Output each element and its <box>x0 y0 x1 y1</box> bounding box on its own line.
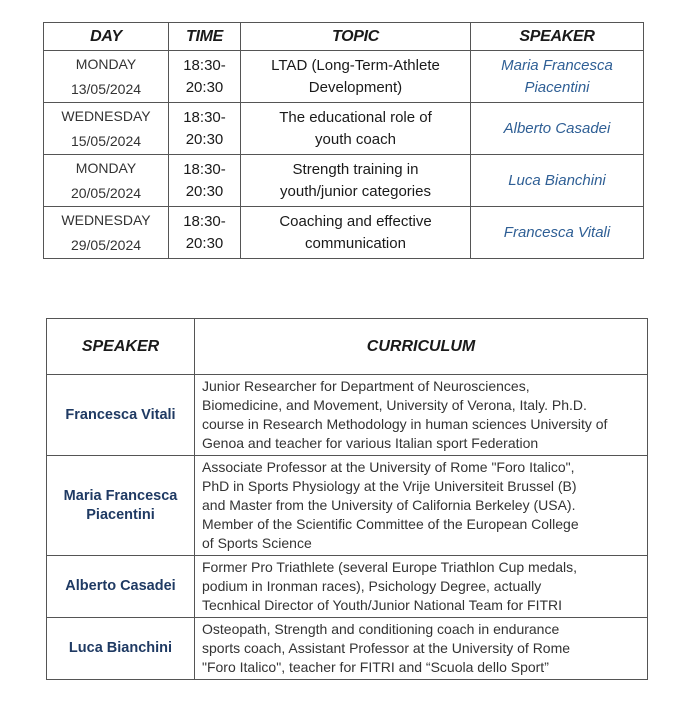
weekday: MONDAY <box>75 159 137 176</box>
time-cell-line: 18:30- <box>183 212 226 230</box>
speaker-name-cell: Maria Francesca Piacentini <box>46 455 195 556</box>
topic-cell-line: youth/junior categories <box>280 182 431 200</box>
curriculum-text-cell-line: Member of the Scientific Committee of th… <box>202 516 579 532</box>
date: 29/05/2024 <box>70 236 142 253</box>
speaker-name-cell: Luca Bianchini <box>46 617 195 680</box>
topic-cell: Strength training in youth/junior categor… <box>240 154 471 207</box>
speaker-name-cell: Francesca Vitali <box>46 374 195 456</box>
time-cell-line: 20:30 <box>185 234 224 252</box>
header-time: TIME <box>168 22 241 51</box>
header-speaker: SPEAKER <box>46 318 195 375</box>
speaker-name-cell-line: Alberto Casadei <box>65 578 176 594</box>
curriculum-text-cell-line: Genoa and teacher for various Italian sp… <box>202 435 539 451</box>
schedule-table: DAY TIME TOPIC SPEAKER MONDAY 13/05/2024 1… <box>43 22 644 259</box>
weekday: MONDAY <box>75 55 137 72</box>
time-cell: 18:30- 20:30 <box>168 50 241 103</box>
topic-cell: Coaching and effective communication <box>240 206 471 259</box>
topic-cell: LTAD (Long-Term-Athlete Development) <box>240 50 471 103</box>
speaker-name-cell-line: Francesca Vitali <box>65 406 176 423</box>
time-cell-line: 18:30- <box>183 56 226 74</box>
speaker-cell-line: Piacentini <box>524 78 590 96</box>
weekday: WEDNESDAY <box>61 107 151 124</box>
day-cell: MONDAY 13/05/2024 <box>43 50 169 103</box>
curriculum-text-cell-line: and Master from the University of Califo… <box>202 497 576 513</box>
topic-cell-line: communication <box>305 234 406 252</box>
curriculum-text-cell: Former Pro Triathlete (several Europe Tr… <box>194 555 648 618</box>
weekday: WEDNESDAY <box>61 211 151 228</box>
header-curriculum: CURRICULUM <box>194 318 648 375</box>
curriculum-text-cell-line: of Sports Science <box>202 535 312 551</box>
curriculum-text-cell-line: "Foro Italico", teacher for FITRI and “S… <box>202 659 549 675</box>
curriculum-text-cell-line: Former Pro Triathlete (several Europe Tr… <box>202 559 578 575</box>
day-cell: MONDAY 20/05/2024 <box>43 154 169 207</box>
curriculum-table: SPEAKER CURRICULUM Francesca Vitali Junio… <box>46 318 648 680</box>
curriculum-text-cell: Junior Researcher for Department of Neur… <box>194 374 648 456</box>
day-cell: WEDNESDAY 29/05/2024 <box>43 206 169 259</box>
curriculum-text-cell-line: course in Research Methodology in human … <box>202 416 608 432</box>
speaker-cell: Alberto Casadei <box>470 102 644 155</box>
speaker-cell-line: Alberto Casadei <box>503 119 611 137</box>
speaker-cell-line: Francesca Vitali <box>503 223 611 241</box>
curriculum-text-cell-line: PhD in Sports Physiology at the Vrije Un… <box>202 478 577 494</box>
curriculum-text-cell-line: Osteopath, Strength and conditioning coa… <box>202 621 560 637</box>
curriculum-text-cell-line: podium in Ironman races), Psichology Deg… <box>202 578 542 594</box>
curriculum-text-cell-line: Associate Professor at the University of… <box>202 459 575 475</box>
curriculum-row: Francesca Vitali Junior Researcher for De… <box>46 374 648 456</box>
speaker-name-cell-line: Maria Francesca <box>63 487 178 504</box>
topic-cell: The educational role of youth coach <box>240 102 471 155</box>
curriculum-row: Luca Bianchini Osteopath, Strength and co… <box>46 617 648 680</box>
topic-cell-line: The educational role of <box>279 108 432 126</box>
date: 15/05/2024 <box>70 132 142 149</box>
schedule-row: MONDAY 20/05/2024 18:30- 20:30 Strength trai… <box>43 154 644 207</box>
schedule-row: WEDNESDAY 29/05/2024 18:30- 20:30 Coaching a… <box>43 206 644 259</box>
topic-cell-line: Coaching and effective <box>279 212 432 230</box>
time-cell-line: 20:30 <box>185 182 224 200</box>
speaker-cell-line: Luca Bianchini <box>508 171 606 189</box>
speaker-cell-line: Maria Francesca <box>501 56 613 74</box>
curriculum-text-cell: Associate Professor at the University of… <box>194 455 648 556</box>
curriculum-text-cell: Osteopath, Strength and conditioning coa… <box>194 617 648 680</box>
header-day: DAY <box>43 22 169 51</box>
header-topic: TOPIC <box>240 22 471 51</box>
time-cell-line: 18:30- <box>183 160 226 178</box>
time-cell-line: 20:30 <box>185 130 224 148</box>
curriculum-text-cell-line: Junior Researcher for Department of Neur… <box>202 378 530 394</box>
speaker-name-cell-line: Luca Bianchini <box>68 640 173 656</box>
date: 20/05/2024 <box>70 184 142 201</box>
topic-cell-line: LTAD (Long-Term-Athlete <box>271 56 440 74</box>
speaker-cell: Luca Bianchini <box>470 154 644 207</box>
date: 13/05/2024 <box>70 80 142 97</box>
schedule-row: MONDAY 13/05/2024 18:30- 20:30 LTAD (Long-Te… <box>43 50 644 103</box>
speaker-name-cell: Alberto Casadei <box>46 555 195 618</box>
time-cell-line: 20:30 <box>185 78 224 96</box>
schedule-row: WEDNESDAY 15/05/2024 18:30- 20:30 The educat… <box>43 102 644 155</box>
time-cell-line: 18:30- <box>183 108 226 126</box>
time-cell: 18:30- 20:30 <box>168 102 241 155</box>
curriculum-row: Maria Francesca Piacentini Associate Profe… <box>46 455 648 556</box>
schedule-header-row: DAY TIME TOPIC SPEAKER <box>43 22 644 51</box>
topic-cell-line: Development) <box>308 78 403 96</box>
curriculum-header-row: SPEAKER CURRICULUM <box>46 318 648 375</box>
curriculum-text-cell-line: Biomedicine, and Movement, University of… <box>202 397 587 413</box>
curriculum-row: Alberto Casadei Former Pro Triathlete (se… <box>46 555 648 618</box>
topic-cell-line: youth coach <box>315 130 396 148</box>
curriculum-text-cell-line: Tecnhical Director of Youth/Junior Natio… <box>202 597 563 613</box>
time-cell: 18:30- 20:30 <box>168 154 241 207</box>
speaker-cell: Maria Francesca Piacentini <box>470 50 644 103</box>
time-cell: 18:30- 20:30 <box>168 206 241 259</box>
day-cell: WEDNESDAY 15/05/2024 <box>43 102 169 155</box>
header-speaker: SPEAKER <box>470 22 644 51</box>
speaker-name-cell-line: Piacentini <box>86 506 155 523</box>
speaker-cell: Francesca Vitali <box>470 206 644 259</box>
curriculum-text-cell-line: sports coach, Assistant Professor at the… <box>202 640 571 656</box>
topic-cell-line: Strength training in <box>292 160 419 178</box>
